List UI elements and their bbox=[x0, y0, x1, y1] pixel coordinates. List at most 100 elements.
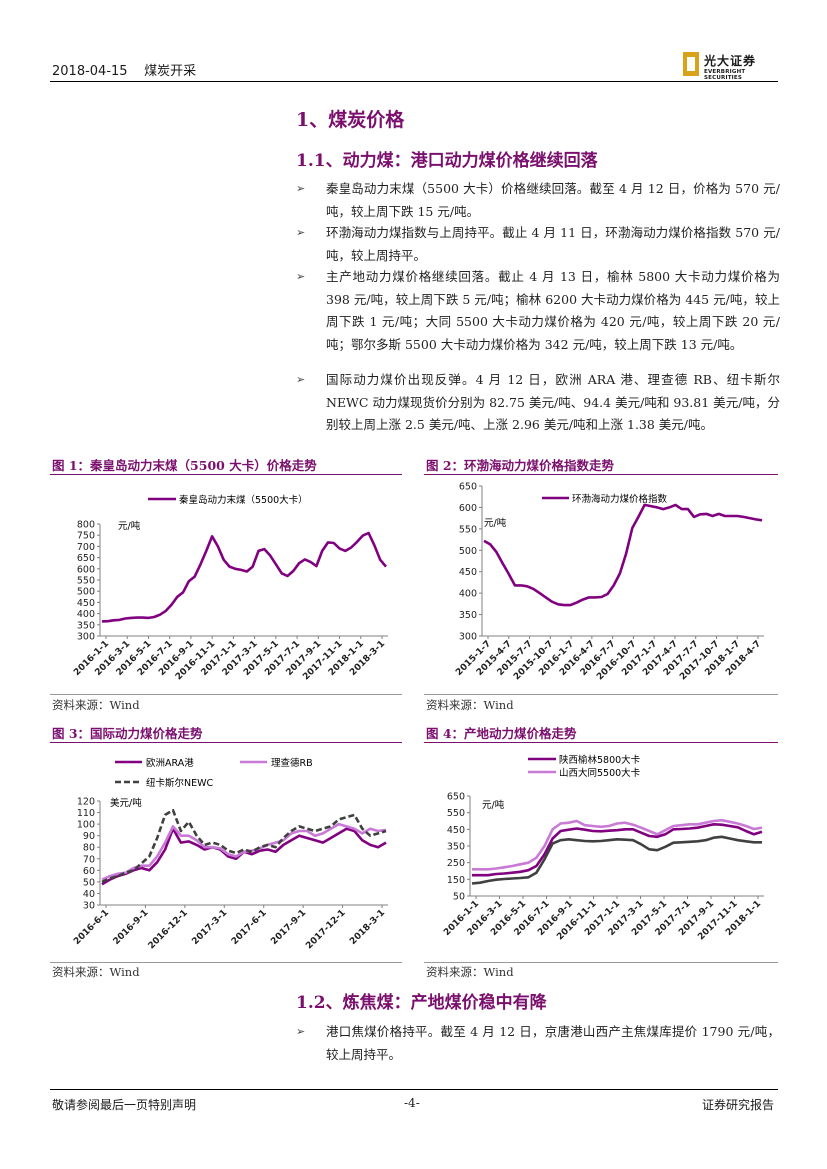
y-tick-label: 120 bbox=[77, 797, 95, 808]
figure-3-source: 资料来源：Wind bbox=[52, 965, 140, 979]
source-rule bbox=[50, 962, 402, 963]
source-rule bbox=[424, 694, 778, 695]
y-tick-label: 60 bbox=[83, 866, 95, 877]
y-tick-label: 80 bbox=[83, 843, 95, 854]
y-tick-label: 90 bbox=[83, 831, 95, 842]
y-tick-label: 350 bbox=[447, 842, 465, 853]
section-1-1-title: 1.1、动力煤：港口动力煤价格继续回落 bbox=[296, 151, 598, 171]
figure-4-title: 图 4：产地动力煤价格走势 bbox=[426, 726, 577, 741]
x-tick-label: 2017-6-1 bbox=[230, 908, 269, 947]
series-line bbox=[101, 827, 387, 886]
y-unit: 元/吨 bbox=[118, 520, 141, 532]
bullet-text: 秦皇岛动力末煤（5500 大卡）价格继续回落。截至 4 月 12 日，价格为 5… bbox=[326, 181, 780, 219]
bullet-item: ➢ 秦皇岛动力末煤（5500 大卡）价格继续回落。截至 4 月 12 日，价格为… bbox=[296, 178, 780, 223]
y-tick-label: 650 bbox=[77, 553, 95, 564]
figure-3-rule bbox=[50, 742, 402, 743]
bullet-item: ➢ 环渤海动力煤指数与上周持平。截止 4 月 11 日，环渤海动力煤价格指数 5… bbox=[296, 222, 780, 267]
figure-2-source: 资料来源：Wind bbox=[426, 698, 514, 712]
legend-label: 秦皇岛动力末煤（5500大卡） bbox=[179, 494, 308, 506]
logo-mark-icon bbox=[683, 52, 699, 76]
y-tick-label: 40 bbox=[83, 889, 95, 900]
chart-fig3: 欧洲ARA港 理查德RB 纽卡斯尔NEWC 美元/吨 3040506070809… bbox=[72, 757, 388, 951]
y-tick-label: 400 bbox=[459, 589, 477, 600]
footer-disclaimer: 敬请参阅最后一页特别声明 bbox=[52, 1098, 197, 1112]
y-tick-label: 450 bbox=[447, 825, 465, 836]
logo-english: EVERBRIGHT SECURITIES bbox=[704, 69, 746, 81]
section-1-2-title: 1.2、炼焦煤：产地煤价稳中有降 bbox=[296, 993, 547, 1013]
legend-label: 山西大同5500大卡 bbox=[559, 767, 641, 779]
x-tick-label: 2016-12-1 bbox=[147, 908, 190, 951]
chart-fig4: 陕西榆林5800大卡 山西大同5500大卡 元/吨 50 150 250 350 450… bbox=[442, 754, 764, 942]
y-tick-label: 300 bbox=[459, 632, 477, 643]
y-tick-label: 250 bbox=[447, 858, 465, 869]
legend-label: 欧洲ARA港 bbox=[146, 757, 194, 769]
bullet-item: ➢ 主产地动力煤价格继续回落。截止 4 月 13 日，榆林 5800 大卡动力煤… bbox=[296, 266, 780, 356]
series-line bbox=[472, 818, 763, 871]
y-tick-label: 450 bbox=[77, 598, 95, 609]
y-tick-label: 550 bbox=[77, 576, 95, 587]
y-tick-label: 550 bbox=[459, 524, 477, 535]
figure-1-source: 资料来源：Wind bbox=[52, 698, 140, 712]
y-tick-label: 450 bbox=[459, 567, 477, 578]
legend-label: 理查德RB bbox=[271, 757, 313, 769]
legend-label: 陕西榆林5800大卡 bbox=[559, 754, 641, 766]
bullet-text: 主产地动力煤价格继续回落。截止 4 月 13 日，榆林 5800 大卡动力煤价格… bbox=[326, 269, 780, 352]
y-tick-label: 400 bbox=[77, 609, 95, 620]
x-tick-label: 2016-9-1 bbox=[112, 908, 151, 947]
y-tick-label: 110 bbox=[77, 808, 95, 819]
y-tick-label: 650 bbox=[447, 792, 465, 803]
chart-fig2: 环渤海动力煤价格指数 元/吨 3003504004505005506006502… bbox=[454, 482, 764, 682]
series-line bbox=[101, 808, 387, 884]
figure-4-rule bbox=[424, 742, 778, 743]
series-line bbox=[101, 822, 387, 881]
logo-chinese: 光大证券 bbox=[704, 54, 757, 68]
y-tick-label: 500 bbox=[77, 587, 95, 598]
figure-1-title: 图 1：秦皇岛动力末煤（5500 大卡）价格走势 bbox=[52, 458, 317, 473]
y-tick-label: 350 bbox=[77, 620, 95, 631]
x-tick-label: 2017-9-1 bbox=[269, 908, 308, 947]
y-unit: 元/吨 bbox=[484, 517, 507, 529]
bullet-text: 港口焦煤价格持平。截至 4 月 12 日，京唐港山西产主焦煤库提价 1790 元… bbox=[326, 1024, 780, 1062]
bullet-arrow-icon: ➢ bbox=[296, 270, 306, 283]
legend-label: 纽卡斯尔NEWC bbox=[146, 777, 214, 789]
y-tick-label: 50 bbox=[453, 892, 465, 903]
source-rule bbox=[50, 694, 402, 695]
legend-label: 环渤海动力煤价格指数 bbox=[572, 493, 668, 505]
y-tick-label: 70 bbox=[83, 854, 95, 865]
footer-rule bbox=[50, 1089, 778, 1090]
bullet-arrow-icon: ➢ bbox=[296, 182, 306, 195]
bullet-arrow-icon: ➢ bbox=[296, 373, 306, 386]
y-tick-label: 600 bbox=[77, 564, 95, 575]
y-tick-label: 300 bbox=[77, 632, 95, 643]
y-tick-label: 550 bbox=[447, 808, 465, 819]
source-rule bbox=[424, 962, 778, 963]
company-logo: 光大证券 EVERBRIGHT SECURITIES bbox=[683, 52, 783, 81]
header-date: 2018-04-15 煤炭开采 bbox=[52, 60, 196, 79]
chart-fig1: 秦皇岛动力末煤（5500大卡） 元/吨 30035040045050055060… bbox=[72, 494, 388, 682]
y-tick-label: 30 bbox=[83, 901, 95, 912]
figure-1-rule bbox=[50, 474, 402, 475]
y-tick-label: 350 bbox=[459, 610, 477, 621]
series-line bbox=[483, 503, 763, 607]
y-tick-label: 800 bbox=[77, 520, 95, 531]
y-tick-label: 150 bbox=[447, 875, 465, 886]
y-unit: 美元/吨 bbox=[110, 797, 142, 809]
series-line bbox=[101, 531, 387, 623]
x-tick-label: 2017-12-1 bbox=[304, 908, 347, 951]
y-unit: 元/吨 bbox=[482, 799, 505, 811]
page-number: -4- bbox=[404, 1096, 420, 1110]
y-tick-label: 100 bbox=[77, 820, 95, 831]
footer-report-type: 证券研究报告 bbox=[702, 1098, 775, 1112]
series-line bbox=[472, 823, 763, 877]
figure-2-title: 图 2：环渤海动力煤价格指数走势 bbox=[426, 458, 615, 473]
y-tick-label: 700 bbox=[77, 542, 95, 553]
bullet-text: 环渤海动力煤指数与上周持平。截止 4 月 11 日，环渤海动力煤价格指数 570… bbox=[326, 225, 780, 263]
header-category: 煤炭开采 bbox=[144, 64, 197, 79]
figure-2-rule bbox=[424, 474, 778, 475]
y-tick-label: 650 bbox=[459, 482, 477, 493]
x-tick-label: 2018-3-1 bbox=[348, 908, 387, 947]
y-tick-label: 600 bbox=[459, 503, 477, 514]
header-date-text: 2018-04-15 bbox=[52, 64, 128, 79]
bullet-arrow-icon: ➢ bbox=[296, 1025, 306, 1038]
x-tick-label: 2016-6-1 bbox=[72, 908, 111, 947]
